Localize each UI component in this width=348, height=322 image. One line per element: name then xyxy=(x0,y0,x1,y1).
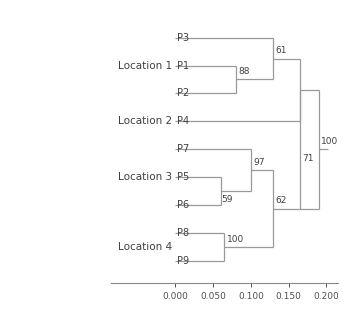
Text: 61: 61 xyxy=(276,46,287,55)
Text: 71: 71 xyxy=(302,154,314,163)
Text: 59: 59 xyxy=(221,195,233,204)
Text: 100: 100 xyxy=(227,235,244,244)
Text: P3: P3 xyxy=(177,33,189,43)
Text: P6: P6 xyxy=(177,200,189,210)
Text: P4: P4 xyxy=(177,116,189,126)
Text: Location 3: Location 3 xyxy=(118,172,172,182)
Text: Location 1: Location 1 xyxy=(118,61,172,71)
Text: P2: P2 xyxy=(177,89,189,99)
Text: 97: 97 xyxy=(253,158,264,167)
Text: 88: 88 xyxy=(238,67,250,76)
Text: P9: P9 xyxy=(177,256,189,266)
Text: 100: 100 xyxy=(321,137,338,146)
Text: P5: P5 xyxy=(177,172,189,182)
Text: Location 4: Location 4 xyxy=(118,242,172,252)
Text: Location 2: Location 2 xyxy=(118,116,172,126)
Text: 62: 62 xyxy=(276,196,287,205)
Text: P8: P8 xyxy=(177,228,189,238)
Text: P1: P1 xyxy=(177,61,189,71)
Text: P7: P7 xyxy=(177,144,189,154)
